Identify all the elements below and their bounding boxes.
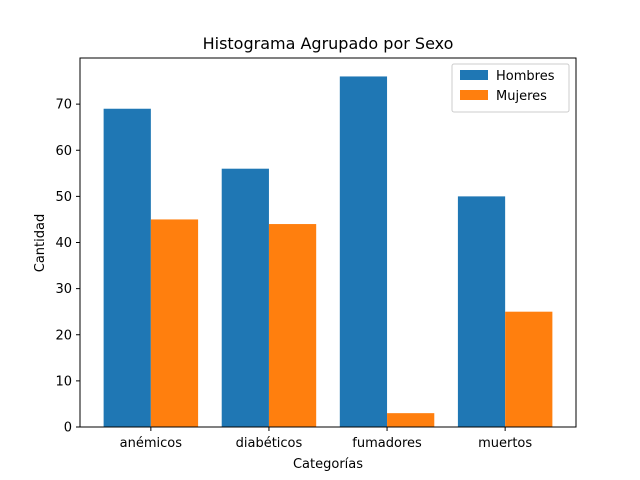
bar-series-1-cat-4 xyxy=(457,196,506,428)
bars-layer xyxy=(103,76,553,428)
y-axis: 0 10 20 30 40 50 60 70 xyxy=(55,98,80,436)
y-tick-label: 10 xyxy=(55,374,72,389)
legend-label: Hombres xyxy=(496,69,555,84)
x-tick-label: fumadores xyxy=(352,436,422,451)
y-tick-label: 60 xyxy=(55,144,72,159)
plot-frame xyxy=(79,57,577,428)
bar-series-1-cat-3 xyxy=(339,76,388,427)
x-tick-label: diabéticos xyxy=(236,436,303,451)
bar-series-1-cat-1 xyxy=(103,108,151,428)
legend: Hombres Mujeres xyxy=(451,63,570,113)
y-tick-label: 70 xyxy=(55,98,72,113)
legend-swatch xyxy=(460,90,488,100)
chart-title: Histograma Agrupado por Sexo xyxy=(203,34,454,53)
x-tick-label: muertos xyxy=(478,436,532,451)
x-axis: anémicos diabéticos fumadores muertos xyxy=(120,427,532,451)
x-tick-label: anémicos xyxy=(120,436,183,451)
y-tick-label: 50 xyxy=(55,190,72,205)
y-tick-label: 40 xyxy=(55,236,72,251)
legend-label: Mujeres xyxy=(496,89,547,104)
y-tick-label: 0 xyxy=(64,421,72,436)
bar-series-2-cat-2 xyxy=(268,224,317,427)
bar-series-2-cat-4 xyxy=(505,311,553,427)
bar-series-1-cat-2 xyxy=(221,168,269,427)
y-axis-label: Cantidad xyxy=(33,214,48,272)
bar-series-2-cat-3 xyxy=(387,413,435,427)
bar-series-2-cat-1 xyxy=(150,219,199,427)
y-tick-label: 30 xyxy=(55,282,72,297)
x-axis-label: Categorías xyxy=(293,457,363,472)
y-tick-label: 20 xyxy=(55,328,72,343)
legend-swatch xyxy=(460,70,488,80)
